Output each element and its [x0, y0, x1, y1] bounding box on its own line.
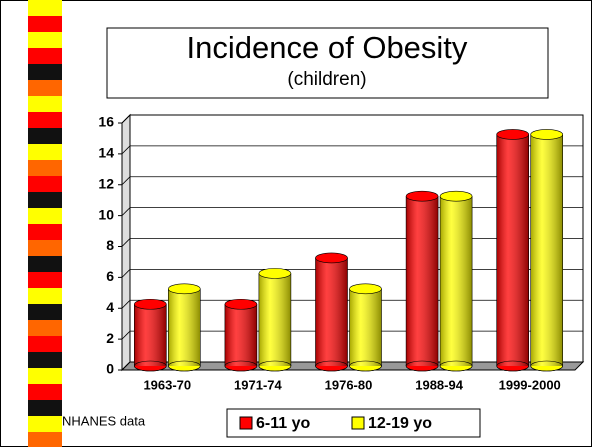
y-tick-label: 10 [98, 206, 114, 222]
bar-shade [168, 288, 201, 366]
stripe-band [28, 224, 62, 240]
grid-line [121, 114, 583, 124]
bar-top [134, 298, 167, 310]
x-tick-label: 1988-94 [415, 377, 463, 392]
y-tick-label: 4 [106, 299, 114, 315]
x-tick-label: 1963-70 [143, 377, 191, 392]
bar-top [224, 298, 258, 310]
stripe-band [28, 368, 62, 384]
stripe-band [28, 64, 62, 80]
annotation: NHANES data [62, 413, 146, 428]
x-tick-label: 1971-74 [234, 377, 282, 392]
stripe-band [28, 112, 62, 128]
bar-top [496, 129, 530, 140]
y-tick-label: 16 [98, 114, 114, 130]
y-tick-label: 2 [106, 330, 114, 346]
stripe-band [28, 208, 62, 224]
legend-label: 6-11 yo [256, 415, 310, 432]
bar-shade [440, 196, 473, 366]
x-tick-label: 1976-80 [325, 377, 373, 392]
stripe-band [28, 432, 62, 447]
bar-top [349, 283, 382, 295]
bar-shade [258, 273, 291, 366]
bar-top [315, 252, 348, 264]
bar-shade [349, 288, 382, 366]
stripe-band [28, 128, 62, 144]
bar-top [439, 190, 473, 202]
grid-line [121, 176, 583, 186]
x-tick-label: 1999-2000 [499, 377, 561, 392]
decorative-stripe [28, 0, 62, 447]
grid-line [121, 145, 583, 155]
bar-top [530, 129, 564, 140]
stripe-band [28, 192, 62, 208]
bar-shade [315, 257, 348, 366]
stripe-band [28, 176, 62, 192]
y-tick-label: 6 [106, 268, 114, 284]
stripe-band [28, 256, 62, 272]
bar-top [168, 283, 201, 295]
stripe-band [28, 304, 62, 320]
stripe-band [28, 416, 62, 432]
stripe-band [28, 384, 62, 400]
bar-shade [134, 304, 167, 366]
title-box [106, 27, 549, 99]
legend-swatch [351, 416, 365, 430]
bar-top [258, 268, 292, 279]
stripe-band [28, 16, 62, 32]
stripe-band [28, 0, 62, 16]
y-tick-label: 12 [98, 175, 114, 191]
legend-swatch [239, 416, 253, 430]
stripe-band [28, 240, 62, 256]
legend-label: 12-19 yo [368, 415, 432, 432]
stripe-band [28, 272, 62, 288]
stripe-band [28, 96, 62, 112]
stripe-band [28, 320, 62, 336]
stripe-band [28, 160, 62, 176]
bar-shade [530, 134, 563, 366]
stripe-band [28, 288, 62, 304]
bar-shade [406, 196, 439, 366]
stripe-band [28, 400, 62, 416]
stripe-band [28, 336, 62, 352]
y-tick-label: 8 [106, 237, 114, 253]
bar-shade [224, 304, 257, 366]
stripe-band [28, 32, 62, 48]
chart-subtitle: (children) [287, 69, 366, 90]
bar-shade [496, 134, 529, 366]
y-tick-label: 14 [98, 145, 114, 161]
stripe-band [28, 80, 62, 96]
stripe-band [28, 144, 62, 160]
stripe-band [28, 48, 62, 64]
chart-title: Incidence of Obesity [187, 30, 468, 65]
stripe-band [28, 352, 62, 368]
y-tick-label: 0 [106, 361, 114, 377]
bar-top [405, 190, 439, 202]
